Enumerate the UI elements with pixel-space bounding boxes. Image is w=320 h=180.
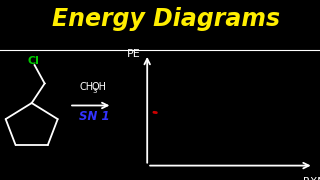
Text: PE: PE (127, 49, 140, 59)
Text: RXN: RXN (303, 177, 320, 180)
Text: 3: 3 (92, 88, 97, 94)
Text: CH: CH (79, 82, 93, 92)
Text: SN 1: SN 1 (79, 110, 110, 123)
Text: OH: OH (91, 82, 106, 92)
Text: Energy Diagrams: Energy Diagrams (52, 7, 280, 31)
Text: Cl: Cl (28, 56, 39, 66)
